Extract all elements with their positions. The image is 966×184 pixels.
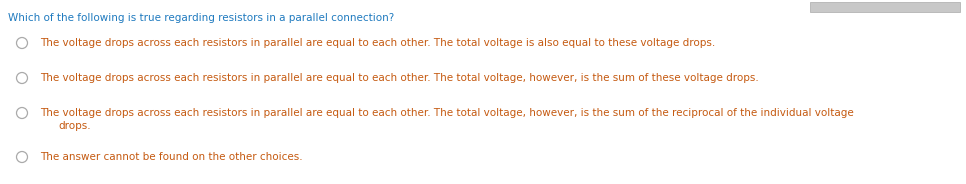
Text: The voltage drops across each resistors in parallel are equal to each other. The: The voltage drops across each resistors … — [40, 108, 854, 118]
Text: The voltage drops across each resistors in parallel are equal to each other. The: The voltage drops across each resistors … — [40, 38, 715, 48]
Text: The voltage drops across each resistors in parallel are equal to each other. The: The voltage drops across each resistors … — [40, 73, 758, 83]
Text: The answer cannot be found on the other choices.: The answer cannot be found on the other … — [40, 152, 302, 162]
Text: Which of the following is true regarding resistors in a parallel connection?: Which of the following is true regarding… — [8, 13, 394, 23]
Text: drops.: drops. — [58, 121, 91, 131]
FancyBboxPatch shape — [810, 2, 960, 12]
